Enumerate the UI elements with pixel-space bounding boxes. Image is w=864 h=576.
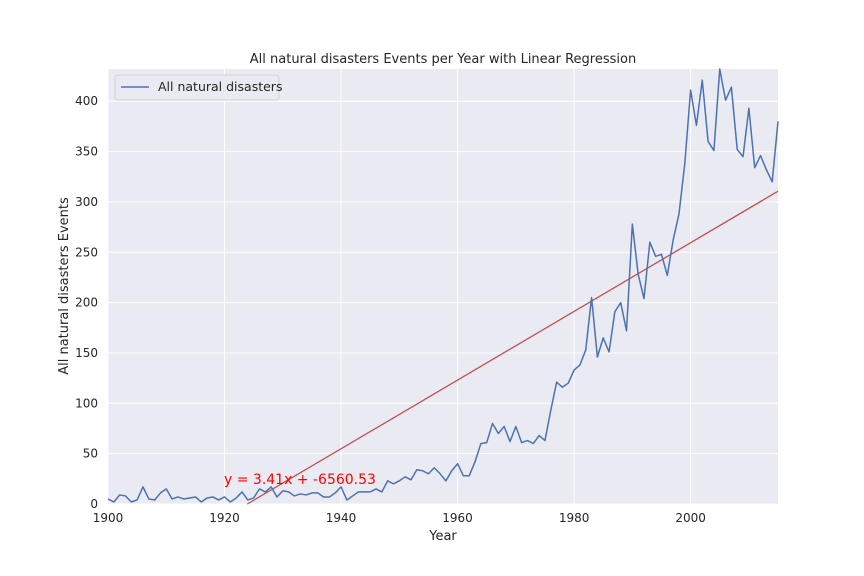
plot-area <box>108 69 778 504</box>
y-tick-label: 50 <box>83 447 98 461</box>
chart-title: All natural disasters Events per Year wi… <box>250 52 636 67</box>
legend: All natural disasters <box>114 74 282 101</box>
regression-line <box>246 190 779 505</box>
y-tick-label: 0 <box>90 497 98 511</box>
y-tick-label: 300 <box>75 195 98 209</box>
y-tick-label: 250 <box>75 245 98 259</box>
y-axis-label: All natural disasters Events <box>57 197 72 375</box>
x-tick-labels: 1900 1920 1940 1960 1980 2000 <box>93 511 706 525</box>
x-axis-label: Year <box>428 529 457 544</box>
x-tick-label: 1980 <box>559 511 590 525</box>
x-tick-label: 2000 <box>675 511 706 525</box>
y-tick-label: 350 <box>75 145 98 159</box>
regression-equation: y = 3.41x + -6560.53 <box>224 472 376 488</box>
series-line <box>107 68 779 503</box>
grid <box>107 69 778 505</box>
y-tick-label: 400 <box>75 94 98 108</box>
x-tick-label: 1900 <box>93 511 124 525</box>
x-tick-label: 1960 <box>442 511 473 525</box>
x-tick-label: 1920 <box>209 511 240 525</box>
x-tick-label: 1940 <box>326 511 357 525</box>
y-tick-label: 150 <box>75 346 98 360</box>
y-tick-label: 100 <box>75 396 98 410</box>
y-tick-label: 200 <box>75 296 98 310</box>
y-tick-labels: 0 50 100 150 200 250 300 350 400 <box>75 94 98 511</box>
legend-box <box>114 74 280 101</box>
legend-label: All natural disasters <box>158 79 282 94</box>
